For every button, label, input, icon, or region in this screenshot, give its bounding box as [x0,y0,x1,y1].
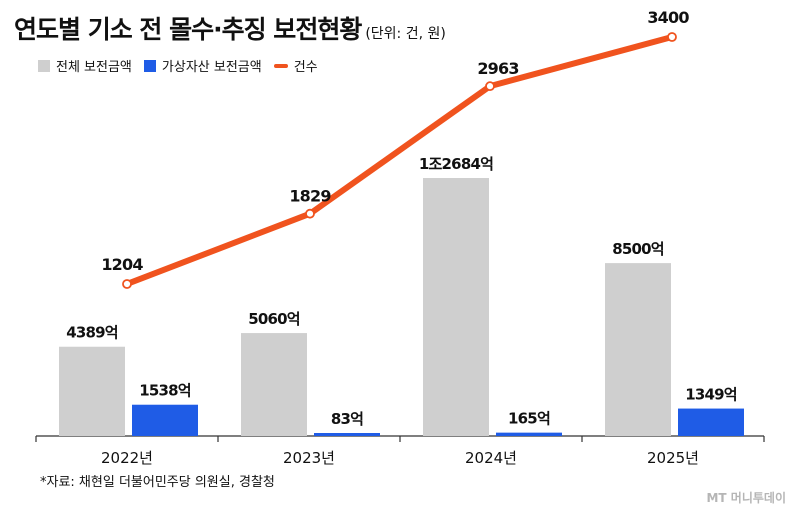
bar-crypto [496,432,562,436]
source-note: *자료: 채현일 더불어민주당 의원실, 경찰청 [40,475,275,490]
legend-item-crypto: 가상자산 보전금액 [143,56,262,75]
title-text: 연도별 기소 전 몰수·추징 보전현황 [14,15,362,44]
count-point [305,208,315,219]
legend-swatch-count [273,63,288,68]
count-point [122,279,132,289]
legend-label-crypto: 가상자산 보전금액 [161,60,262,75]
bar-total-label: 8500억 [612,240,664,258]
legend-label-total: 전체 보전금액 [56,60,132,75]
bar-total-label: 1조2684억 [419,155,493,173]
bar-crypto [132,404,198,436]
bar-total-label: 4389억 [66,324,118,342]
bar-crypto-label: 1538억 [139,382,191,400]
count-label: 1204 [101,255,143,274]
bar-crypto [678,408,744,436]
bar-crypto-label: 165억 [508,410,550,428]
bar-crypto-label: 1349억 [685,386,737,404]
bar-total [423,178,489,436]
legend-swatch-crypto [143,59,156,72]
unit-note: (단위: 건, 원) [365,26,446,42]
legend-label-count: 건수 [293,60,318,75]
page-title: 연도별 기소 전 몰수·추징 보전현황 (단위: 건, 원) [14,10,446,46]
count-label: 2963 [477,59,518,78]
count-point [485,81,495,92]
bar-total [605,263,671,436]
count-line [124,34,675,287]
bar-total [59,346,125,436]
bar-crypto-label: 83억 [331,410,363,428]
bar-crypto [314,433,380,436]
x-tick-label: 2025년 [647,449,699,467]
count-label: 3400 [647,8,689,27]
x-tick-label: 2023년 [283,449,335,467]
legend: 전체 보전금액 가상자산 보전금액 건수 [38,56,318,75]
x-tick-label: 2024년 [465,449,517,467]
x-tick-label: 2022년 [101,449,153,467]
legend-item-count: 건수 [273,56,318,75]
legend-item-total: 전체 보전금액 [38,56,132,75]
count-label: 1829 [289,187,331,206]
legend-swatch-total [38,59,50,72]
bar-total-label: 5060억 [248,310,300,328]
bar-total [241,333,307,436]
watermark-logo: MT 머니투데이 [706,491,786,505]
count-point [667,32,677,42]
